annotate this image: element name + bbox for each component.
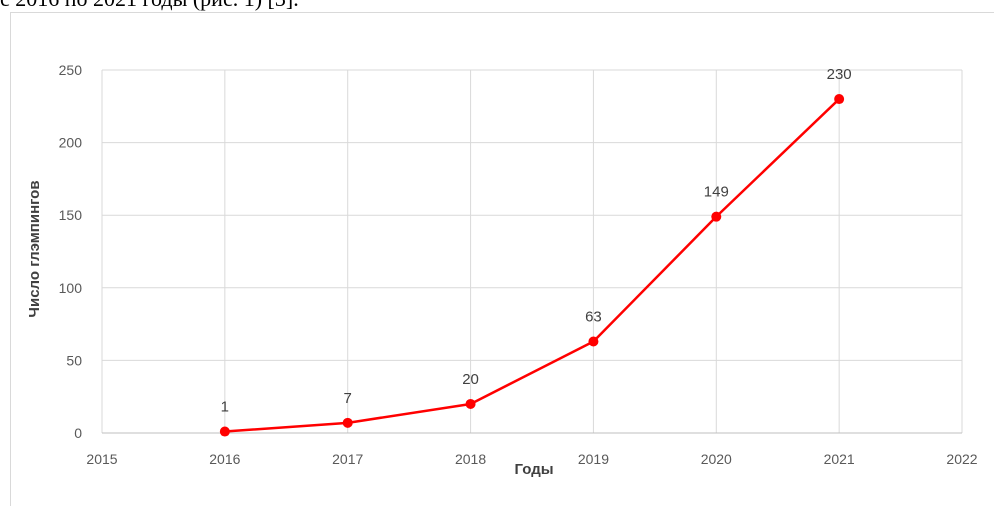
- data-label: 7: [344, 390, 352, 407]
- y-tick-label: 0: [74, 425, 82, 441]
- preceding-text-line: с 2016 по 2021 годы (рис. 1) [3].: [0, 0, 299, 12]
- y-tick-label: 50: [66, 352, 82, 368]
- x-tick-label: 2019: [578, 451, 609, 467]
- series-line: [224, 98, 841, 433]
- x-tick-label: 2022: [946, 451, 977, 467]
- y-tick-label: 200: [59, 135, 83, 151]
- x-tick-label: 2015: [86, 451, 117, 467]
- x-tick-label: 2017: [332, 451, 363, 467]
- gridlines: [101, 69, 963, 434]
- data-point: [465, 398, 476, 409]
- y-axis-tick-labels: 0 50 100 150 200 250: [59, 62, 83, 441]
- data-label: 230: [827, 66, 852, 83]
- y-tick-label: 250: [59, 62, 83, 78]
- y-tick-label: 150: [59, 207, 83, 223]
- data-label: 20: [462, 371, 479, 388]
- x-tick-label: 2021: [824, 451, 855, 467]
- data-point: [834, 94, 845, 105]
- data-point: [219, 426, 230, 437]
- data-labels: 1 7 20 63 149 230: [221, 66, 852, 416]
- x-tick-label: 2018: [455, 451, 486, 467]
- data-point: [588, 336, 599, 347]
- chart-frame: [10, 12, 994, 506]
- data-label: 63: [585, 309, 602, 326]
- series: [219, 94, 845, 437]
- x-tick-label: 2020: [701, 451, 732, 467]
- x-tick-label: 2016: [209, 451, 240, 467]
- y-tick-label: 100: [59, 280, 83, 296]
- x-axis-title: Годы: [514, 461, 553, 478]
- data-label: 1: [221, 399, 229, 416]
- data-label: 149: [704, 184, 729, 201]
- data-point: [342, 417, 353, 428]
- y-axis-title: Число глэмпингов: [26, 180, 43, 317]
- data-point: [711, 211, 722, 222]
- x-axis-tick-labels: 2015 2016 2017 2018 2019 2020 2021 2022: [86, 451, 977, 467]
